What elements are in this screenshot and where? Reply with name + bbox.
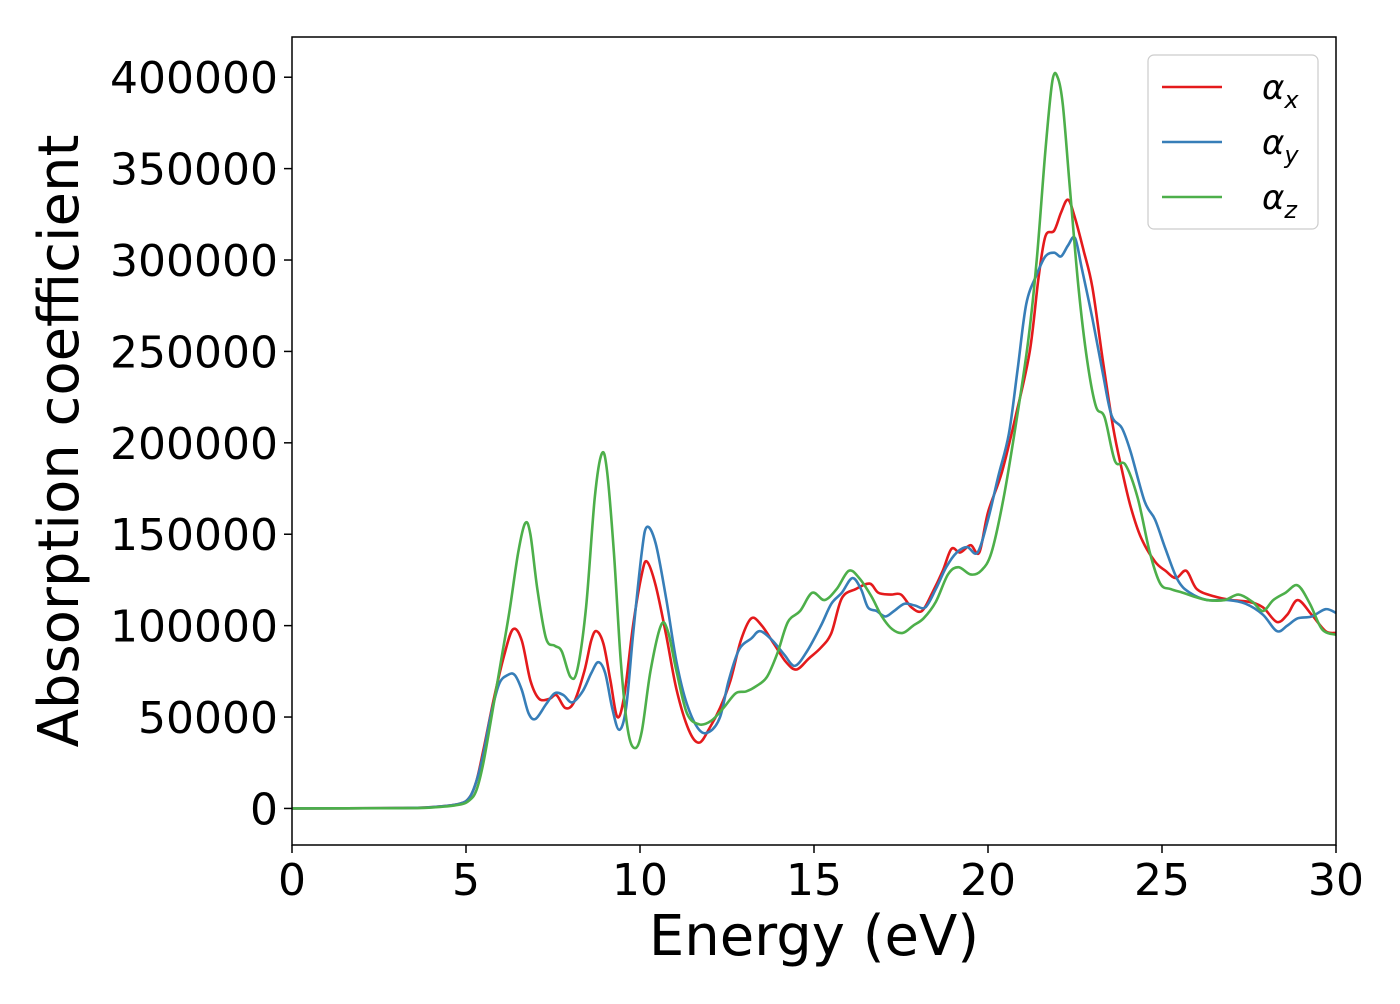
legend-label-subscript: y [1283,141,1299,169]
y-tick-label: 400000 [110,53,278,104]
legend-box [1147,54,1319,230]
x-tick-label: 5 [452,855,480,906]
y-tick-label: 100000 [110,602,278,653]
legend-label: αx [1262,68,1299,114]
legend-alpha-y: αy [1162,123,1299,169]
y-axis-label: Absorption coefficient [27,135,92,748]
alpha-x-line [292,198,1336,810]
x-tick-label: 20 [960,855,1016,906]
tick-layer: 0 5 10 15 20 25 30 0 50000 100000 150000 200000 2500… [110,53,1364,906]
alpha-z-line [292,71,1336,810]
plot-frame [291,36,1337,846]
legend-alpha-z: αz [1162,178,1298,224]
legend-label-symbol: α [1262,68,1284,108]
legend-label: αy [1262,123,1299,169]
y-tick-label: 300000 [110,236,278,287]
x-axis-label: Energy (eV) [649,904,979,969]
y-tick-label: 50000 [138,693,278,744]
x-tick-label: 10 [612,855,668,906]
y-tick-label: 0 [250,784,278,835]
y-tick-label: 150000 [110,510,278,561]
legend-label-symbol: α [1262,123,1284,163]
legend-alpha-x: αx [1162,68,1299,114]
x-tick-label: 25 [1134,855,1190,906]
x-tick-label: 0 [278,855,306,906]
y-tick-label: 350000 [110,145,278,196]
legend-label-symbol: α [1262,178,1284,218]
legend-label-subscript: z [1283,196,1298,224]
x-tick-label: 15 [786,855,842,906]
legend-label-subscript: x [1283,86,1299,114]
x-tick-label: 30 [1308,855,1364,906]
y-tick-label: 250000 [110,327,278,378]
legend-label: αz [1262,178,1298,224]
alpha-y-line [292,235,1336,810]
series-layer [292,71,1336,810]
y-tick-label: 200000 [110,419,278,470]
